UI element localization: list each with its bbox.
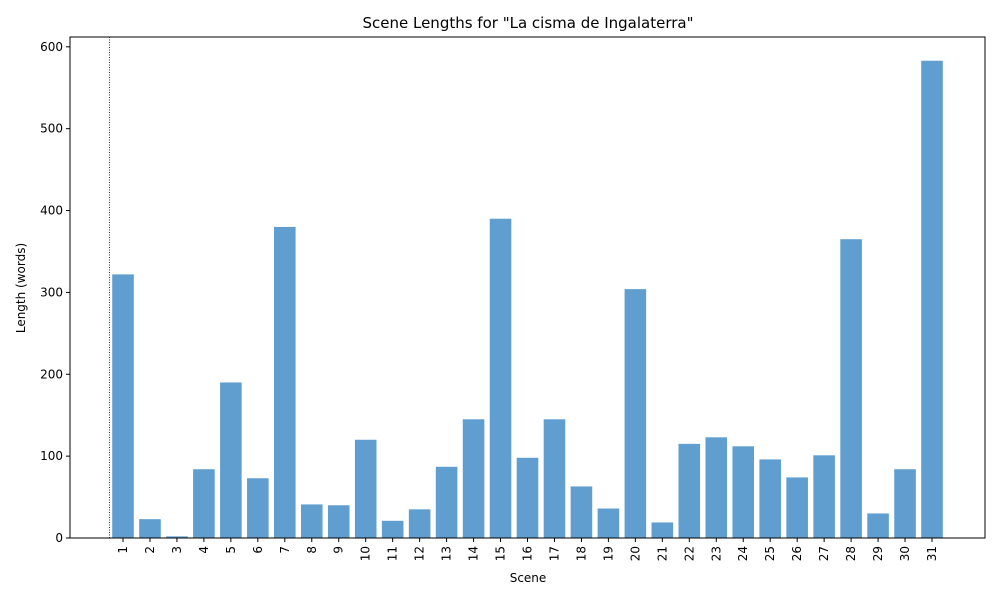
y-tick-label: 100	[40, 449, 63, 463]
x-tick-label: 25	[763, 546, 777, 561]
bar-scene-14	[462, 419, 485, 538]
bar-scene-17	[543, 419, 566, 538]
bar-scene-16	[516, 457, 539, 538]
x-tick-label: 29	[871, 546, 885, 561]
x-tick-label: 30	[898, 546, 912, 561]
bar-scene-30	[894, 469, 916, 538]
bar-scene-31	[921, 60, 943, 538]
x-tick-label: 17	[547, 546, 561, 561]
x-tick-label: 12	[413, 546, 427, 561]
x-axis: 1 2 3 4 5 6 7 8 9 10 11 12 13 14 15 16 17 18 19 20 21 22 23 24 2…	[116, 538, 939, 561]
x-tick-label: 31	[925, 546, 939, 561]
bar-scene-13	[435, 466, 458, 538]
bar-scene-15	[489, 218, 512, 538]
x-tick-label: 16	[521, 546, 535, 561]
x-tick-label: 23	[709, 546, 723, 561]
x-tick-label: 11	[386, 546, 400, 561]
x-tick-label: 3	[170, 546, 184, 554]
y-tick-label: 400	[40, 204, 63, 218]
x-tick-label: 18	[574, 546, 588, 561]
x-tick-label: 9	[332, 546, 346, 554]
y-tick-label: 300	[40, 285, 63, 299]
x-tick-label: 4	[197, 546, 211, 554]
bar-scene-4	[193, 469, 215, 538]
x-tick-label: 13	[440, 546, 454, 561]
x-tick-label: 22	[682, 546, 696, 561]
bar-scene-19	[597, 508, 620, 538]
bar-scene-12	[408, 509, 431, 538]
y-tick-label: 0	[55, 531, 63, 545]
x-tick-label: 1	[116, 546, 130, 554]
bar-scene-29	[867, 513, 889, 538]
bar-scene-28	[840, 239, 862, 538]
bar-scene-1	[112, 274, 134, 538]
bar-scene-2	[139, 519, 161, 538]
bar-scene-5	[220, 382, 242, 538]
bar-scene-8	[300, 504, 323, 538]
bar-scene-11	[381, 520, 404, 538]
x-tick-label: 24	[736, 546, 750, 561]
bar-scene-6	[247, 478, 269, 538]
bar-scene-9	[327, 505, 350, 538]
x-axis-label: Scene	[510, 571, 547, 585]
y-tick-label: 600	[40, 40, 63, 54]
bar-scene-10	[354, 439, 377, 538]
x-tick-label: 21	[655, 546, 669, 561]
x-tick-label: 28	[844, 546, 858, 561]
x-tick-label: 8	[305, 546, 319, 554]
bar-scene-21	[651, 522, 674, 538]
bar-scene-24	[732, 446, 755, 538]
bar-scene-7	[274, 226, 296, 538]
x-tick-label: 20	[628, 546, 642, 561]
x-tick-label: 2	[143, 546, 157, 554]
y-axis-label: Length (words)	[14, 243, 28, 333]
bar-scene-27	[813, 455, 835, 538]
y-axis: 0 100 200 300 400 500 600	[40, 40, 70, 545]
chart-title: Scene Lengths for "La cisma de Ingalater…	[362, 14, 693, 32]
y-tick-label: 500	[40, 122, 63, 136]
bar-scene-3	[166, 536, 188, 538]
bar-scene-23	[705, 437, 728, 538]
x-tick-label: 27	[817, 546, 831, 561]
x-tick-label: 6	[251, 546, 265, 554]
bar-scene-20	[624, 289, 647, 538]
x-tick-label: 14	[467, 546, 481, 561]
x-tick-label: 26	[790, 546, 804, 561]
bar-scene-26	[786, 477, 808, 538]
x-tick-label: 5	[224, 546, 238, 554]
plot-frame	[69, 36, 986, 539]
y-tick-label: 200	[40, 367, 63, 381]
x-tick-label: 19	[601, 546, 615, 561]
bar-scene-25	[759, 459, 781, 538]
bar-scene-18	[570, 486, 593, 538]
x-tick-label: 15	[494, 546, 508, 561]
x-tick-label: 10	[359, 546, 373, 561]
bar-scene-22	[678, 443, 701, 538]
x-tick-label: 7	[278, 546, 292, 554]
bars-group	[112, 60, 943, 538]
